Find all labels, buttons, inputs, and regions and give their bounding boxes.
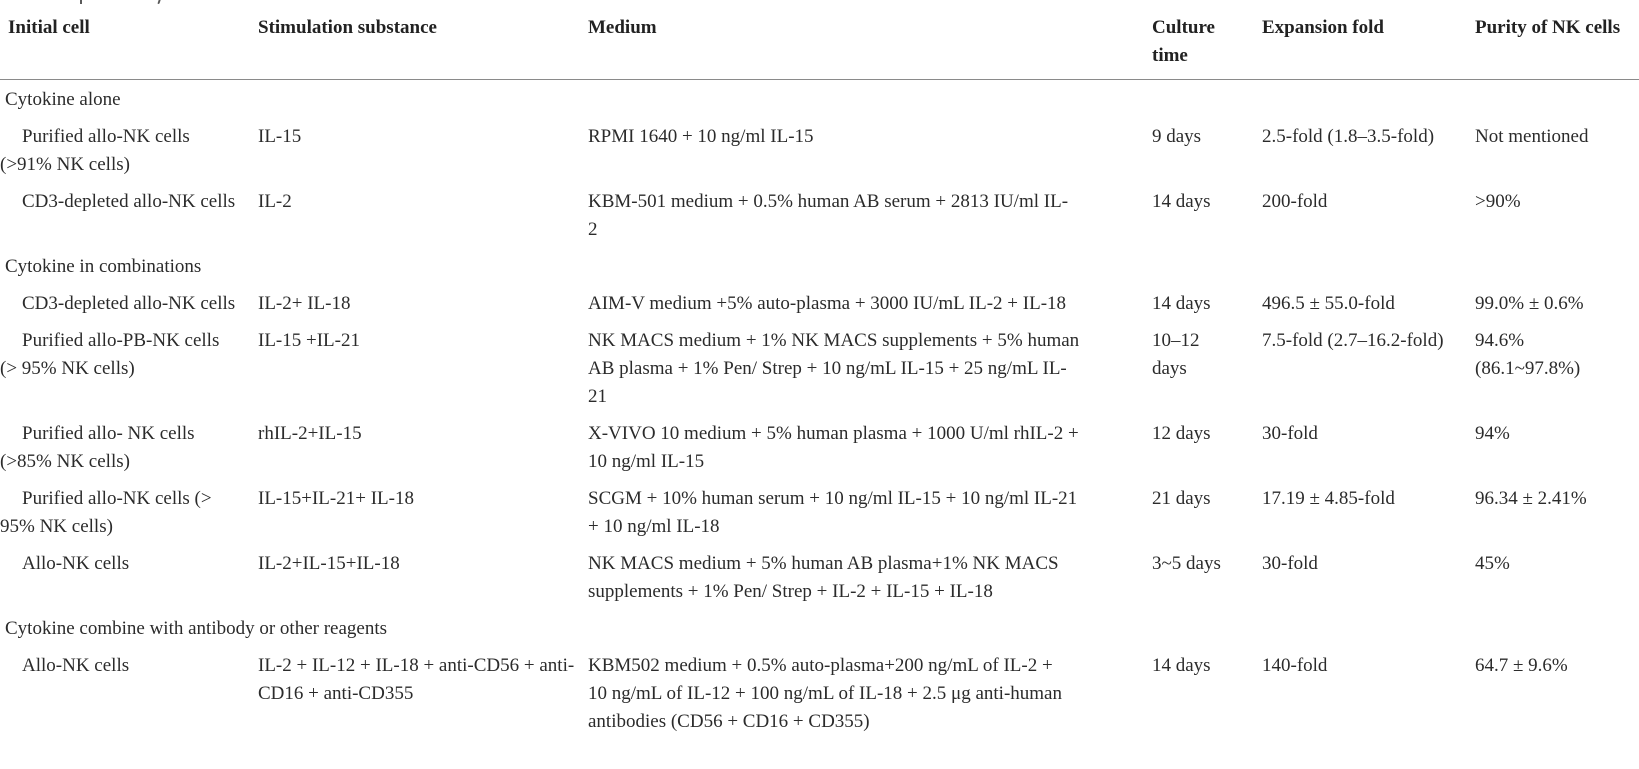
cell-initial-cell: Purified allo-PB-NK cells (> 95% NK cell…: [0, 330, 220, 379]
column-header-initial-cell: Initial cell: [8, 17, 90, 38]
table-row: Allo-NK cells IL-2 + IL-12 + IL-18 + ant…: [0, 652, 1639, 736]
cell-culture-time: 14 days: [1152, 293, 1211, 314]
table-row: Allo-NK cells IL-2+IL-15+IL-18 NK MACS m…: [0, 550, 1639, 606]
cell-expansion-fold: 200-fold: [1262, 191, 1328, 212]
cell-culture-time: 10–12 days: [1152, 330, 1200, 379]
cell-expansion-fold: 30-fold: [1262, 423, 1318, 444]
cell-purity: 64.7 ± 9.6%: [1475, 655, 1568, 676]
cell-expansion-fold: 30-fold: [1262, 553, 1318, 574]
table-header-row: Initial cell Stimulation substance Mediu…: [0, 14, 1639, 80]
cell-medium: SCGM + 10% human serum + 10 ng/ml IL-15 …: [588, 488, 1078, 537]
cell-culture-time: 3~5 days: [1152, 553, 1221, 574]
column-header-culture-time: Culture time: [1152, 17, 1215, 66]
cell-medium: X-VIVO 10 medium + 5% human plasma + 100…: [588, 423, 1079, 472]
table-row: Purified allo-NK cells (> 95% NK cells) …: [0, 485, 1639, 541]
cell-purity: 45%: [1475, 553, 1510, 574]
cell-expansion-fold: 496.5 ± 55.0-fold: [1262, 293, 1395, 314]
cell-stimulation: IL-2: [258, 191, 292, 212]
cell-purity: 96.34 ± 2.41%: [1475, 488, 1587, 509]
cell-stimulation: IL-15+IL-21+ IL-18: [258, 488, 414, 509]
cell-purity: 94%: [1475, 423, 1510, 444]
column-header-medium: Medium: [588, 17, 657, 38]
cell-initial-cell: Purified allo-NK cells (> 95% NK cells): [0, 488, 212, 537]
cell-culture-time: 14 days: [1152, 191, 1211, 212]
cell-stimulation: rhIL-2+IL-15: [258, 423, 362, 444]
cell-stimulation: IL-2+ IL-18: [258, 293, 351, 314]
nk-expansion-table: Initial cell Stimulation substance Mediu…: [0, 14, 1639, 736]
cell-stimulation: IL-2 + IL-12 + IL-18 + anti-CD56 + anti-…: [258, 655, 575, 704]
cell-medium: KBM-501 medium + 0.5% human AB serum + 2…: [588, 191, 1069, 240]
table-row: Purified allo- NK cells (>85% NK cells) …: [0, 420, 1639, 476]
cell-culture-time: 9 days: [1152, 126, 1202, 147]
table-row: CD3-depleted allo-NK cells IL-2+ IL-18 A…: [0, 290, 1639, 318]
cell-initial-cell: Allo-NK cells: [22, 553, 130, 574]
cell-initial-cell: CD3-depleted allo-NK cells: [22, 191, 236, 212]
cell-initial-cell: Allo-NK cells: [22, 655, 130, 676]
cell-purity: Not mentioned: [1475, 126, 1589, 147]
section-title-cytokine-antibody: Cytokine combine with antibody or other …: [5, 618, 388, 639]
cell-stimulation: IL-2+IL-15+IL-18: [258, 553, 400, 574]
cell-stimulation: IL-15 +IL-21: [258, 330, 360, 351]
section-title-cytokine-alone: Cytokine alone: [5, 89, 121, 110]
cell-medium: NK MACS medium + 1% NK MACS supplements …: [588, 330, 1080, 407]
clipped-text-descender: [80, 0, 82, 4]
cell-culture-time: 14 days: [1152, 655, 1211, 676]
cell-medium: KBM502 medium + 0.5% auto-plasma+200 ng/…: [588, 655, 1062, 732]
cell-medium: NK MACS medium + 5% human AB plasma+1% N…: [588, 553, 1059, 602]
cell-expansion-fold: 2.5-fold (1.8–3.5-fold): [1262, 126, 1435, 147]
cell-expansion-fold: 140-fold: [1262, 655, 1328, 676]
cell-purity: 99.0% ± 0.6%: [1475, 293, 1584, 314]
clipped-caption-remnant: [0, 0, 1639, 5]
cell-medium: RPMI 1640 + 10 ng/ml IL-15: [588, 126, 814, 147]
table-row: Purified allo-PB-NK cells (> 95% NK cell…: [0, 327, 1639, 411]
cell-medium: AIM-V medium +5% auto-plasma + 3000 IU/m…: [588, 293, 1067, 314]
cell-culture-time: 21 days: [1152, 488, 1211, 509]
cell-expansion-fold: 17.19 ± 4.85-fold: [1262, 488, 1395, 509]
cell-initial-cell: CD3-depleted allo-NK cells: [22, 293, 236, 314]
cell-initial-cell: Purified allo- NK cells (>85% NK cells): [0, 423, 195, 472]
cell-purity: 94.6% (86.1~97.8%): [1475, 330, 1581, 379]
table-row: Purified allo-NK cells (>91% NK cells) I…: [0, 123, 1639, 179]
section-title-cytokine-combinations: Cytokine in combinations: [5, 256, 202, 277]
cell-initial-cell: Purified allo-NK cells (>91% NK cells): [0, 126, 190, 175]
column-header-expansion-fold: Expansion fold: [1262, 17, 1384, 38]
column-header-purity: Purity of NK cells: [1475, 17, 1621, 38]
table-row: CD3-depleted allo-NK cells IL-2 KBM-501 …: [0, 188, 1639, 244]
cell-expansion-fold: 7.5-fold (2.7–16.2-fold): [1262, 330, 1444, 351]
cell-stimulation: IL-15: [258, 126, 302, 147]
cell-culture-time: 12 days: [1152, 423, 1211, 444]
cell-purity: >90%: [1475, 191, 1521, 212]
column-header-stimulation-substance: Stimulation substance: [258, 17, 437, 38]
